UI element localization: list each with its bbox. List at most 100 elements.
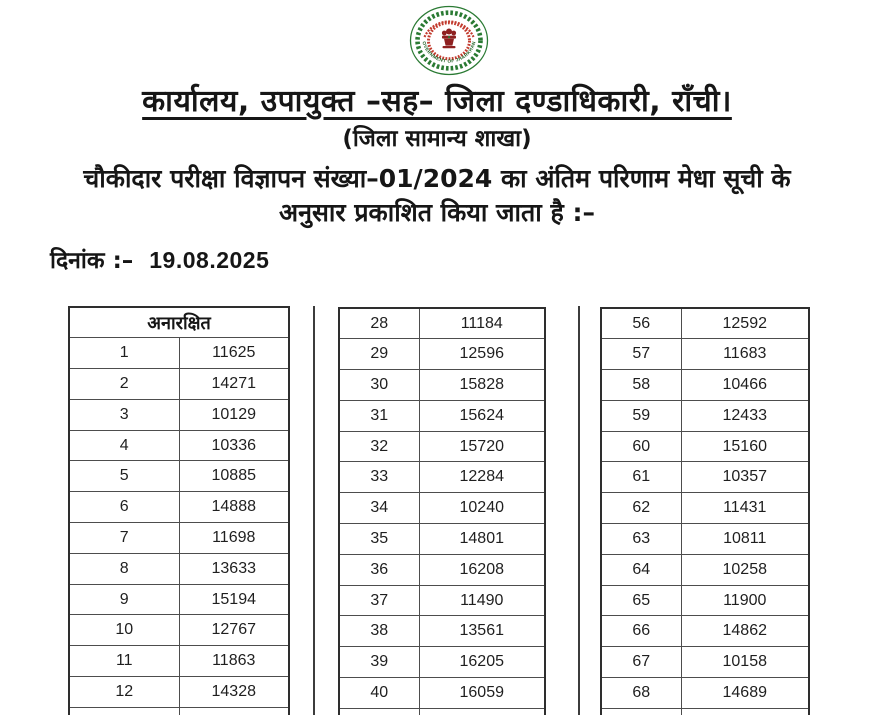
table-row: 5 10885	[68, 460, 290, 493]
serial-cell: 31	[338, 399, 420, 432]
table-header-row: अनारक्षित	[68, 306, 290, 339]
serial-cell: 4	[68, 429, 180, 462]
roll-number-cell: 11490	[418, 584, 546, 617]
jharkhand-seal-icon: GOVERNMENT OF JHARKHAND	[404, 0, 489, 76]
roll-number-cell: 12592	[680, 307, 810, 340]
roll-number-cell: 16059	[418, 677, 546, 709]
table-row: 28 11184	[338, 307, 546, 340]
serial-cell: 63	[600, 523, 682, 555]
roll-number-cell: 10240	[418, 492, 546, 525]
table-row-clipped	[338, 707, 546, 715]
serial-cell: 59	[600, 399, 682, 432]
roll-number-cell: 13561	[418, 615, 546, 648]
table-row: 9 15194	[68, 583, 290, 616]
roll-number-cell: 15194	[178, 583, 290, 616]
serial-cell: 68	[600, 677, 682, 709]
date-line: दिनांक :– 19.08.2025	[50, 243, 269, 275]
serial-cell: 10	[68, 614, 180, 647]
serial-cell: 32	[338, 430, 420, 463]
table-row: 30 15828	[338, 369, 546, 401]
notice-text: चौकीदार परीक्षा विज्ञापन संख्या–01/2024 …	[57, 162, 817, 230]
ashoka-lion-capital-icon	[441, 28, 457, 49]
roll-number-cell: 14888	[178, 491, 290, 524]
serial-cell: 67	[600, 646, 682, 679]
table-row: 4 10336	[68, 429, 290, 462]
serial-cell: 28	[338, 307, 420, 340]
serial-cell: 35	[338, 523, 420, 555]
table-row: 40 16059	[338, 677, 546, 709]
roll-number-cell: 12433	[680, 399, 810, 432]
roll-number-cell: 12284	[418, 461, 546, 494]
table-row: 58 10466	[600, 369, 810, 401]
table-row: 11 11863	[68, 645, 290, 678]
serial-cell: 61	[600, 461, 682, 494]
table-row: 10 12767	[68, 614, 290, 647]
roll-number-cell: 12596	[418, 338, 546, 371]
roll-number-cell: 11900	[680, 584, 810, 617]
roll-number-cell: 11625	[178, 337, 290, 370]
table-row: 67 10158	[600, 646, 810, 679]
serial-cell: 65	[600, 584, 682, 617]
table-row: 31 15624	[338, 399, 546, 432]
serial-cell: 39	[338, 646, 420, 679]
seal-green-chain-ring	[415, 10, 483, 71]
notice-line-1: चौकीदार परीक्षा विज्ञापन संख्या–01/2024 …	[83, 164, 791, 193]
merit-table-middle: 28 11184 29 12596 30 15828 31 15624 32 15720 33 122…	[338, 307, 546, 715]
roll-number-cell: 11863	[178, 645, 290, 678]
serial-cell: 12	[68, 676, 180, 708]
merit-tables-section: अनारक्षित 1 11625 2 14271 3 10129 4 10336 5 10885…	[0, 306, 874, 715]
table-row: 3 10129	[68, 398, 290, 431]
roll-number-cell: 10336	[178, 429, 290, 462]
serial-cell: 40	[338, 677, 420, 709]
roll-number-cell: 15828	[418, 369, 546, 401]
table-row-clipped	[600, 707, 810, 715]
table-row: 37 11490	[338, 584, 546, 617]
serial-cell: 5	[68, 460, 180, 493]
roll-number-cell: 11698	[178, 522, 290, 554]
serial-cell	[338, 707, 420, 715]
merit-table-right: 56 12592 57 11683 58 10466 59 12433 60 15160 61 103…	[600, 307, 810, 715]
serial-cell: 6	[68, 491, 180, 524]
serial-cell: 64	[600, 553, 682, 586]
table-category-header: अनारक्षित	[68, 306, 290, 339]
serial-cell: 66	[600, 615, 682, 648]
table-row: 57 11683	[600, 338, 810, 371]
roll-number-cell	[680, 707, 810, 715]
serial-cell: 33	[338, 461, 420, 494]
date-value: 19.08.2025	[149, 247, 270, 273]
table-row: 63 10811	[600, 523, 810, 555]
office-title: कार्यालय, उपायुक्त –सह– जिला दण्डाधिकारी…	[142, 84, 732, 119]
table-row: 59 12433	[600, 399, 810, 432]
table-row: 33 12284	[338, 461, 546, 494]
roll-number-cell: 13633	[178, 552, 290, 585]
serial-cell: 60	[600, 430, 682, 463]
table-row: 38 13561	[338, 615, 546, 648]
serial-cell: 34	[338, 492, 420, 525]
roll-number-cell: 11431	[680, 492, 810, 525]
serial-cell: 56	[600, 307, 682, 340]
serial-cell: 3	[68, 398, 180, 431]
serial-cell: 36	[338, 553, 420, 586]
roll-number-cell: 14862	[680, 615, 810, 648]
roll-number-cell: 11683	[680, 338, 810, 371]
serial-cell: 29	[338, 338, 420, 371]
roll-number-cell: 14801	[418, 523, 546, 555]
table-row-clipped	[68, 706, 290, 715]
serial-cell: 7	[68, 522, 180, 554]
serial-cell: 57	[600, 338, 682, 371]
roll-number-cell: 10466	[680, 369, 810, 401]
table-row: 32 15720	[338, 430, 546, 463]
serial-cell	[68, 706, 180, 715]
table-row: 66 14862	[600, 615, 810, 648]
table-row: 36 16208	[338, 553, 546, 586]
roll-number-cell: 16208	[418, 553, 546, 586]
table-row: 35 14801	[338, 523, 546, 555]
serial-cell: 2	[68, 368, 180, 400]
table-row: 39 16205	[338, 646, 546, 679]
roll-number-cell: 10258	[680, 553, 810, 586]
roll-number-cell: 10811	[680, 523, 810, 555]
date-label: दिनांक :–	[50, 248, 134, 274]
table-separator-line	[313, 306, 315, 715]
table-row: 60 15160	[600, 430, 810, 463]
table-row: 34 10240	[338, 492, 546, 525]
